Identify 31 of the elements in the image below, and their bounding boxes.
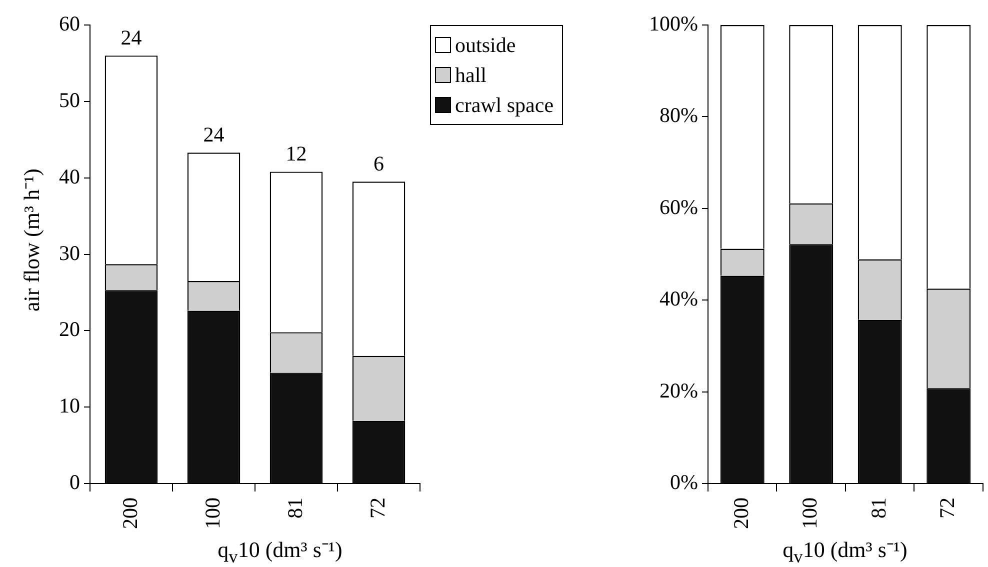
- x-tick-label: 100: [798, 498, 822, 529]
- y-tick-label: 0%: [670, 470, 698, 494]
- x-tick-label: 100: [200, 498, 224, 529]
- y-tick-label: 40: [59, 164, 80, 188]
- y-tick-label: 60: [59, 12, 80, 36]
- y-tick-label: 30: [59, 240, 80, 265]
- y-axis-title: air flow (m³ h⁻¹): [18, 168, 45, 312]
- y-tick-label: 40%: [659, 286, 698, 311]
- x-tick-label: 200: [728, 498, 753, 529]
- annotation: 12: [286, 142, 307, 166]
- y-tick-label: 80%: [659, 103, 698, 128]
- annotation: 24: [203, 122, 225, 147]
- annotation: 6: [374, 152, 384, 176]
- legend-label: hall: [455, 62, 486, 89]
- x-axis-title: q$_{v}$10 (dm³ s⁻¹): [218, 536, 342, 567]
- y-tick-label: 10: [59, 394, 80, 418]
- y-tick-label: 50: [59, 88, 80, 112]
- y-tick-label: 0: [70, 470, 80, 494]
- x-tick-label: 72: [935, 498, 960, 518]
- y-tick-label: 20: [59, 317, 80, 342]
- text: outside: [455, 32, 516, 59]
- x-tick-label: 72: [365, 498, 390, 518]
- x-tick-label: 81: [866, 498, 890, 518]
- x-tick-label: 81: [282, 498, 307, 518]
- y-tick-label: 100%: [648, 12, 698, 36]
- x-tick-label: 200: [118, 498, 142, 529]
- y-tick-label: 20%: [659, 378, 698, 402]
- legend-label: crawl space: [455, 92, 554, 119]
- y-tick-label: 60%: [659, 194, 698, 219]
- annotation: 24: [120, 26, 142, 50]
- x-axis-title: q$_{v}$10 (dm³ s⁻¹): [782, 536, 908, 567]
